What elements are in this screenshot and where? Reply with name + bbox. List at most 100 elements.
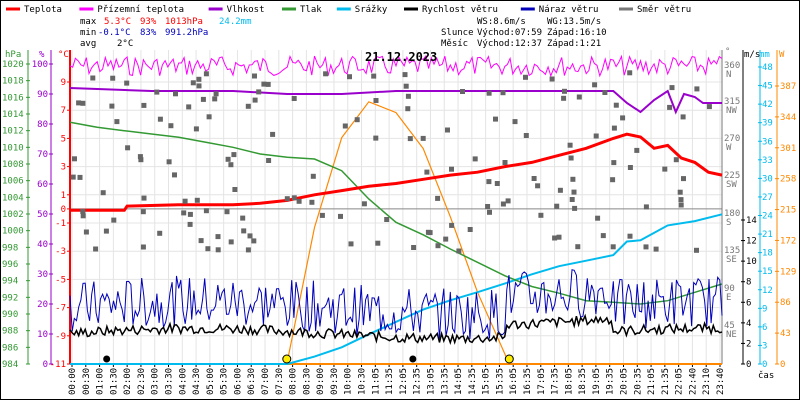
- rain-tick-label: 3: [762, 341, 767, 351]
- wind-direction-point: [166, 159, 172, 165]
- wind-direction-point: [678, 202, 684, 208]
- temp-tick-label: 3: [61, 163, 66, 173]
- x-tick-label: 23:10: [702, 368, 712, 395]
- wind-direction-point: [694, 247, 699, 253]
- wind-direction-point: [203, 71, 209, 77]
- wind-direction-point: [407, 136, 413, 142]
- wind-direction-point: [706, 104, 712, 110]
- pressure-tick-label: 1018: [2, 77, 24, 87]
- stat-moon-set: Západ:1:21: [547, 39, 601, 49]
- legend-label: Teplota: [24, 5, 62, 15]
- humidity-tick-label: 80: [37, 120, 48, 130]
- wind-direction-point: [181, 210, 187, 216]
- wind-direction-point: [485, 204, 491, 209]
- sunset-marker: [504, 354, 514, 364]
- solar-tick-label: 172: [780, 236, 796, 246]
- wind-direction-point: [247, 233, 253, 239]
- wind-tick-label: 2: [746, 339, 751, 349]
- x-tick-label: 03:30: [165, 368, 175, 395]
- wind-direction-point: [231, 152, 237, 158]
- wind-direction-point: [205, 246, 211, 252]
- pressure-tick-label: 994: [2, 277, 18, 287]
- temp-tick-label: -11: [50, 360, 66, 370]
- rain-tick-label: 6: [762, 323, 767, 333]
- x-tick-label: 21:05: [647, 368, 657, 395]
- direction-tick-value: 90: [724, 284, 735, 294]
- wind-direction-point: [500, 90, 506, 96]
- rain-tick-label: 39: [762, 119, 773, 129]
- rain-tick-label: 15: [762, 267, 773, 277]
- wind-direction-point: [554, 203, 560, 209]
- temp-tick-label: -9: [55, 332, 66, 342]
- wind-direction-point: [203, 208, 209, 214]
- direction-axis-unit: °: [725, 47, 730, 57]
- x-tick-label: 16:35: [523, 368, 533, 395]
- wind-direction-point: [215, 247, 221, 253]
- series-precip: [70, 213, 723, 365]
- x-tick-label: 09:30: [330, 368, 340, 395]
- wind-direction-point: [595, 215, 601, 221]
- wind-direction-point: [83, 229, 89, 235]
- wind-direction-point: [245, 247, 251, 253]
- humidity-axis-unit: %: [39, 50, 45, 60]
- wind-direction-point: [562, 88, 567, 94]
- wind-direction-point: [610, 244, 616, 250]
- wind-direction-point: [662, 166, 668, 172]
- pressure-tick-label: 1002: [2, 210, 24, 220]
- direction-tick-value: 225: [724, 171, 740, 181]
- wind-direction-point: [653, 246, 659, 252]
- wind-direction-point: [411, 245, 417, 250]
- wind-direction-point: [531, 176, 537, 181]
- wind-direction-point: [592, 82, 598, 88]
- temp-tick-label: 0: [61, 205, 66, 215]
- series-temperature: [70, 132, 723, 212]
- wind-direction-point: [187, 221, 193, 227]
- wind-direction-point: [567, 142, 573, 148]
- stat-precip: 24.2mm: [219, 17, 252, 27]
- legend-label: Přízemní teplota: [97, 5, 184, 15]
- stat-min-label: min: [80, 28, 96, 38]
- pressure-tick-label: 1012: [2, 127, 24, 137]
- rain-tick-label: 30: [762, 174, 773, 184]
- solar-tick-label: 344: [780, 113, 796, 123]
- wind-direction-point: [232, 187, 238, 192]
- wind-direction-point: [373, 98, 379, 103]
- x-tick-label: 15:05: [482, 368, 492, 395]
- wind-direction-point: [373, 135, 379, 141]
- stat-max-label: max: [80, 17, 97, 27]
- stat-min-press: 991.2hPa: [165, 28, 208, 38]
- x-tick-label: 11:35: [385, 368, 395, 395]
- wind-direction-point: [284, 196, 290, 202]
- legend-label: Náraz větru: [539, 5, 599, 15]
- wind-direction-point: [627, 165, 633, 170]
- wind-tick-label: 12: [746, 237, 757, 247]
- wind-direction-point: [602, 90, 608, 95]
- wind-direction-point: [561, 95, 567, 101]
- series-wind-speed: [69, 313, 723, 345]
- solar-tick-label: 215: [780, 206, 796, 216]
- legend-label: Vlhkost: [227, 5, 265, 15]
- legend-label: Srážky: [355, 5, 388, 15]
- pressure-tick-label: 1000: [2, 227, 24, 237]
- wind-direction-point: [173, 91, 178, 97]
- x-tick-label: 13:05: [426, 368, 436, 395]
- wind-direction-point: [310, 173, 316, 179]
- wind-direction-point: [193, 126, 199, 132]
- rain-tick-label: 21: [762, 230, 773, 240]
- wind-tick-label: 10: [746, 257, 757, 267]
- wind-direction-point: [669, 85, 675, 91]
- stat-ws: WS:8.6m/s: [477, 17, 526, 27]
- wind-direction-point: [224, 209, 230, 215]
- wind-direction-point: [140, 244, 146, 250]
- direction-tick-dir: SE: [726, 255, 737, 265]
- rain-tick-label: 36: [762, 137, 773, 147]
- wind-direction-point: [467, 227, 473, 232]
- wind-direction-point: [157, 230, 163, 236]
- x-tick-label: 20:35: [633, 368, 643, 395]
- pressure-tick-label: 998: [2, 243, 18, 253]
- series: [69, 54, 723, 365]
- humidity-tick-label: 30: [37, 270, 48, 280]
- wind-direction-point: [252, 73, 257, 79]
- wind-direction-point: [535, 183, 541, 189]
